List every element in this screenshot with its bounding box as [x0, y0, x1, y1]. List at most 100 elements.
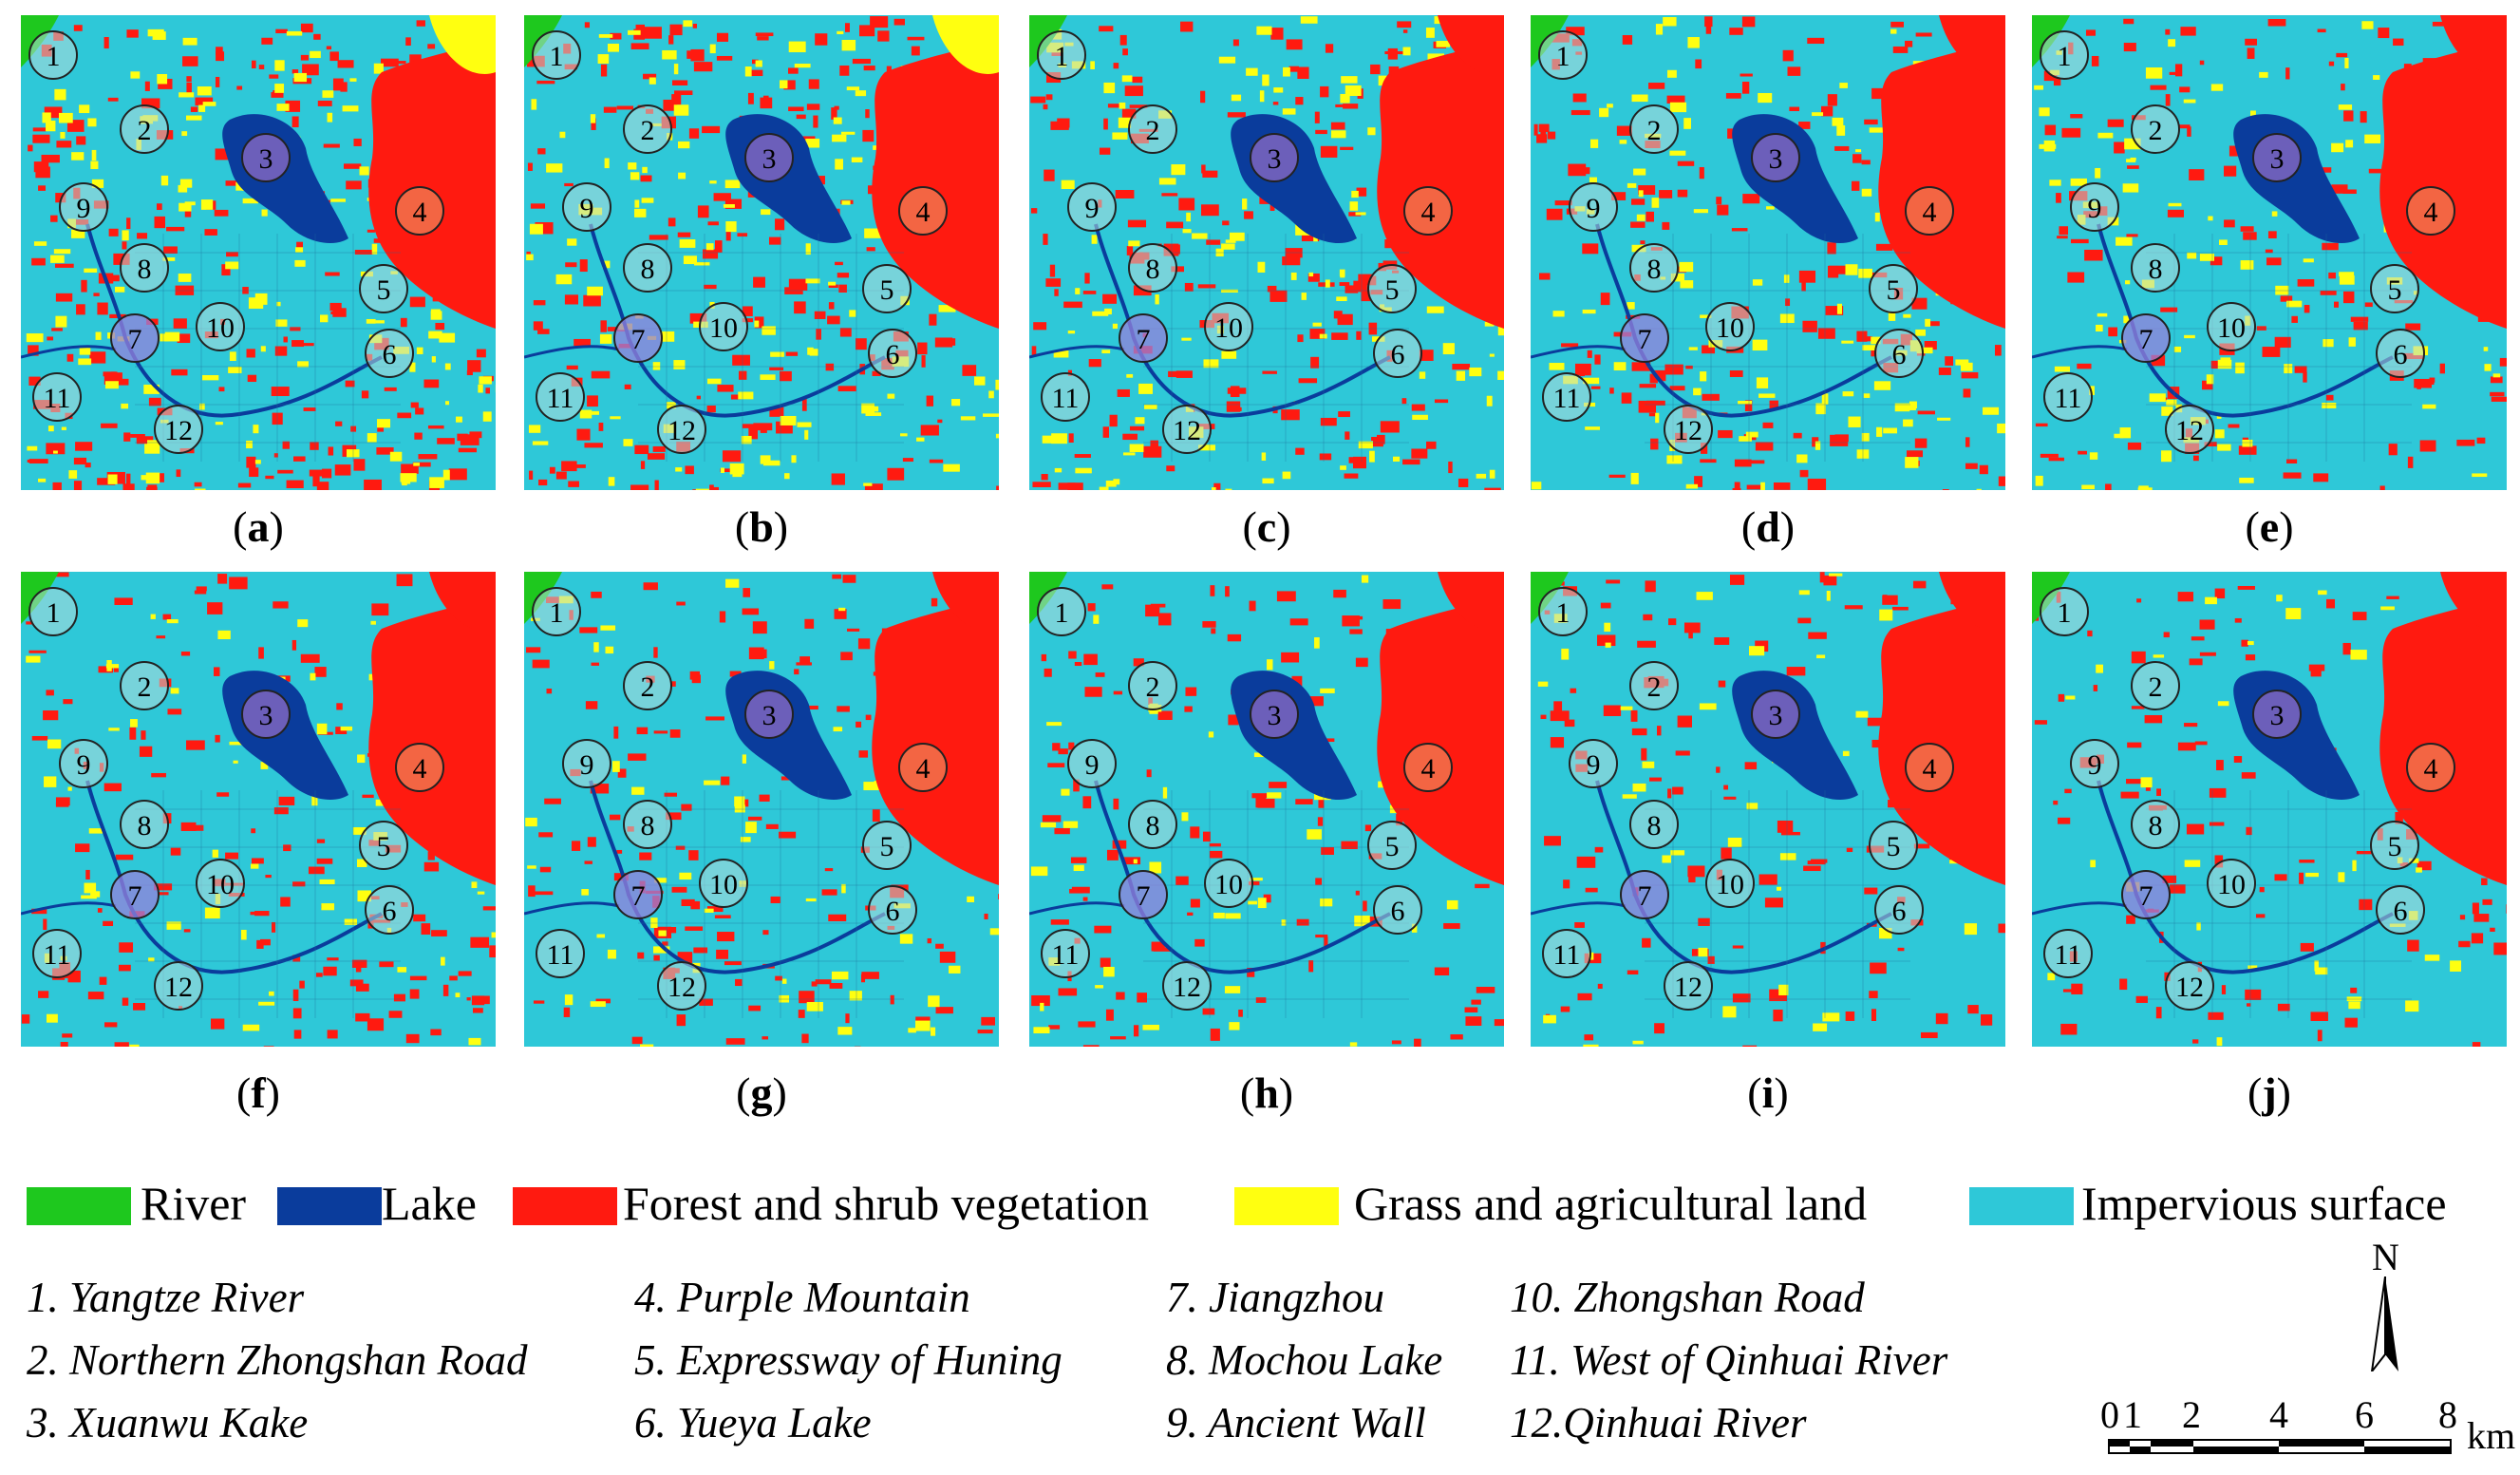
grass-patch	[1133, 859, 1138, 864]
location-marker-8: 8	[1629, 243, 1679, 293]
grass-patch	[1061, 180, 1075, 190]
forest-patch	[769, 367, 784, 370]
location-marker-4: 4	[1403, 743, 1453, 792]
grass-patch	[84, 882, 97, 894]
forest-patch	[351, 959, 367, 968]
location-marker-11: 11	[536, 372, 585, 422]
grass-patch	[1367, 127, 1376, 136]
grass-patch	[1040, 1002, 1044, 1012]
forest-patch	[1402, 29, 1408, 33]
grass-patch	[1687, 37, 1700, 48]
marker-circle	[532, 30, 581, 80]
scale-unit: km	[2467, 1414, 2516, 1457]
grass-patch	[1149, 861, 1162, 874]
forest-patch	[2199, 619, 2215, 630]
grass-patch	[1351, 190, 1359, 199]
grass-patch	[1121, 75, 1133, 83]
grass-patch	[250, 863, 259, 869]
marker-circle	[1569, 739, 1618, 788]
forest-patch	[2061, 127, 2081, 138]
grass-patch	[1964, 923, 1978, 936]
forest-patch	[229, 577, 248, 590]
forest-patch	[1867, 717, 1882, 727]
grass-patch	[887, 393, 895, 399]
forest-patch	[1370, 64, 1381, 75]
marker-number: 3	[1268, 143, 1282, 175]
forest-patch	[1718, 680, 1726, 688]
grass-patch	[2275, 285, 2289, 295]
grass-patch	[788, 41, 806, 53]
grass-patch	[1862, 345, 1876, 350]
marker-circle	[120, 104, 169, 154]
forest-patch	[674, 90, 693, 96]
forest-patch	[1563, 879, 1570, 889]
grass-patch	[2339, 272, 2355, 276]
forest-patch	[2313, 473, 2329, 482]
marker-number: 12	[668, 972, 696, 1003]
forest-patch	[1603, 705, 1622, 716]
forest-patch	[713, 486, 719, 490]
forest-patch	[2490, 391, 2505, 397]
marker-circle	[2043, 929, 2093, 978]
grass-patch	[900, 433, 908, 437]
grass-patch	[1090, 61, 1095, 69]
forest-patch	[1773, 482, 1791, 490]
grass-patch	[678, 141, 690, 149]
forest-patch	[31, 257, 46, 266]
grass-patch	[2208, 216, 2213, 221]
forest-patch	[415, 407, 424, 415]
forest-patch	[2326, 598, 2336, 609]
location-marker-5: 5	[2370, 264, 2419, 313]
location-marker-7: 7	[613, 313, 663, 363]
location-marker-10: 10	[1705, 859, 1755, 908]
forest-patch	[299, 980, 305, 989]
grass-patch	[90, 891, 101, 898]
marker-circle	[359, 264, 408, 313]
forest-patch	[1308, 960, 1314, 973]
forest-patch	[1157, 710, 1173, 720]
forest-patch	[103, 783, 122, 792]
forest-patch	[346, 180, 362, 190]
forest-patch	[1871, 1009, 1877, 1021]
marker-number: 2	[2149, 115, 2163, 146]
grass-patch	[198, 104, 206, 112]
panel-letter: f	[251, 1068, 266, 1117]
forest-patch	[1574, 922, 1585, 928]
marker-number: 11	[1553, 383, 1581, 414]
panel-label-e: (e)	[2245, 502, 2294, 551]
forest-patch	[831, 107, 837, 120]
location-marker-6: 6	[2376, 885, 2425, 935]
forest-patch	[1338, 411, 1350, 418]
location-marker-9: 9	[2070, 739, 2119, 788]
grass-patch	[455, 993, 461, 998]
forest-patch	[677, 232, 691, 237]
forest-patch	[44, 106, 63, 119]
forest-patch	[180, 652, 191, 656]
location-marker-4: 4	[898, 186, 948, 236]
forest-patch	[260, 938, 271, 946]
forest-patch	[1650, 438, 1659, 450]
forest-patch	[688, 850, 699, 860]
grass-patch	[1537, 681, 1549, 687]
grass-patch	[1221, 289, 1238, 293]
forest-patch	[1568, 163, 1587, 177]
grass-patch	[1320, 688, 1335, 693]
forest-patch	[816, 329, 821, 340]
marker-number: 3	[2270, 700, 2285, 731]
forest-patch	[448, 468, 467, 481]
grass-patch	[1221, 350, 1237, 359]
grass-patch	[1075, 467, 1092, 474]
marker-circle	[2043, 372, 2093, 422]
grass-patch	[430, 311, 442, 320]
location-marker-6: 6	[365, 329, 414, 378]
forest-patch	[427, 851, 435, 860]
marker-number: 10	[709, 312, 738, 344]
forest-patch	[1476, 986, 1495, 993]
forest-patch	[2170, 884, 2186, 894]
forest-patch	[1382, 599, 1401, 610]
forest-patch	[28, 459, 48, 463]
forest-patch	[190, 106, 198, 112]
forest-patch	[2379, 485, 2385, 490]
forest-patch	[1704, 16, 1713, 28]
grass-patch	[409, 362, 416, 372]
